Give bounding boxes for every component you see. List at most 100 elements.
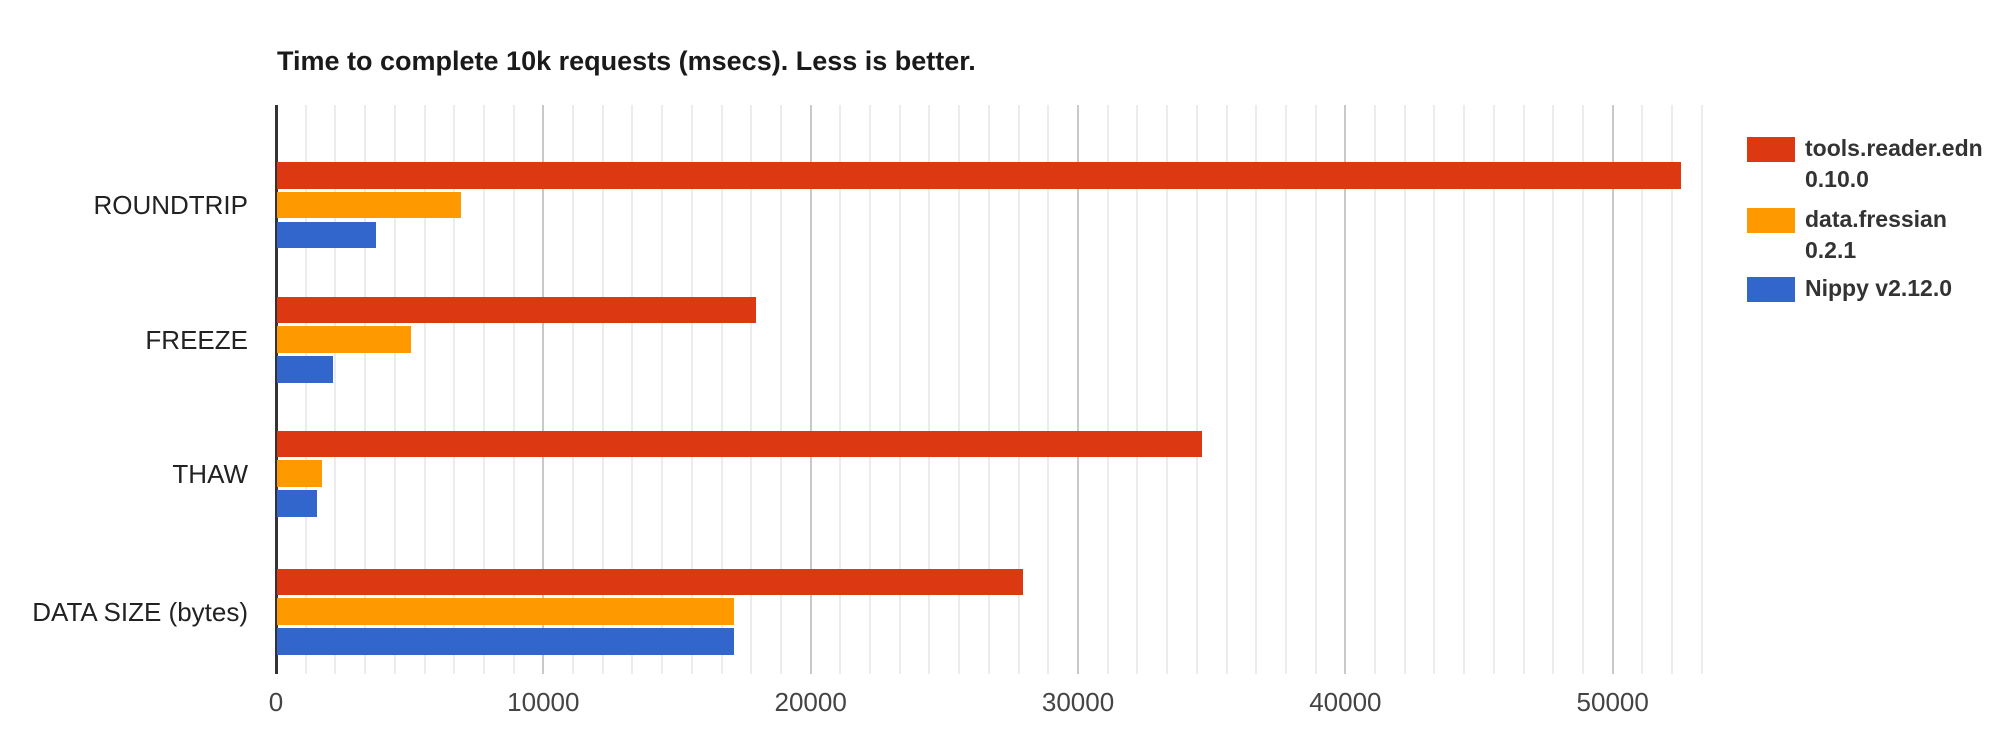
tick-mark-minor <box>482 660 485 674</box>
tick-mark-minor <box>423 660 426 674</box>
gridline-minor <box>423 105 426 660</box>
legend-swatch-data-fressian-0-2-1 <box>1747 208 1795 233</box>
legend-label-tools-reader-edn-0-10-0: tools.reader.edn 0.10.0 <box>1805 133 1983 195</box>
tick-mark-minor <box>1047 660 1050 674</box>
tick-mark-minor <box>869 660 872 674</box>
gridline-minor <box>1225 105 1228 660</box>
category-label-freeze: FREEZE <box>145 324 248 355</box>
tick-mark-minor <box>364 660 367 674</box>
tick-mark-minor <box>1492 660 1495 674</box>
gridline-minor <box>1552 105 1555 660</box>
gridline-minor <box>1671 105 1674 660</box>
legend-label-line: 0.2.1 <box>1805 237 1857 263</box>
tick-mark-minor <box>1166 660 1169 674</box>
bar-data-fressian-0-2-1-freeze[interactable] <box>277 326 411 353</box>
bar-data-fressian-0-2-1-data-size-bytes[interactable] <box>277 598 735 625</box>
tick-mark-minor <box>750 660 753 674</box>
gridline-minor <box>690 105 693 660</box>
bar-nippy-v2-12-0-data-size-bytes[interactable] <box>277 628 735 655</box>
tick-mark-minor <box>928 660 931 674</box>
bar-tools-reader-edn-0-10-0-freeze[interactable] <box>277 296 756 323</box>
tick-mark-minor <box>1225 660 1228 674</box>
tick-mark-minor <box>453 660 456 674</box>
tick-mark-minor <box>1581 660 1584 674</box>
tick-mark-major <box>809 660 812 674</box>
gridline-minor <box>720 105 723 660</box>
tick-mark-minor <box>720 660 723 674</box>
bar-nippy-v2-12-0-roundtrip[interactable] <box>277 221 376 249</box>
x-tick-label-40000: 40000 <box>1309 687 1382 717</box>
tick-mark-minor <box>572 660 575 674</box>
tick-mark-major <box>542 660 545 674</box>
legend-label-data-fressian-0-2-1: data.fressian 0.2.1 <box>1805 204 1947 266</box>
gridline-minor <box>1136 105 1139 660</box>
gridline-minor <box>898 105 901 660</box>
tick-mark-minor <box>334 660 337 674</box>
gridline-major <box>1611 105 1614 660</box>
bar-data-fressian-0-2-1-thaw[interactable] <box>277 460 323 487</box>
x-tick-label-50000: 50000 <box>1576 687 1649 717</box>
tick-mark-minor <box>1314 660 1317 674</box>
gridline-minor <box>661 105 664 660</box>
category-label-data-size-bytes: DATA SIZE (bytes) <box>32 596 248 627</box>
x-tick-label-30000: 30000 <box>1041 687 1115 717</box>
x-tick-label-20000: 20000 <box>774 687 847 717</box>
gridline-minor <box>1403 105 1406 660</box>
gridline-minor <box>1255 105 1258 660</box>
bar-data-fressian-0-2-1-roundtrip[interactable] <box>277 191 462 219</box>
tick-mark-minor <box>958 660 961 674</box>
gridline-minor <box>750 105 753 660</box>
gridline-minor <box>987 105 990 660</box>
x-tick-label-10000: 10000 <box>507 687 580 717</box>
tick-mark-minor <box>1255 660 1258 674</box>
bar-nippy-v2-12-0-freeze[interactable] <box>277 356 334 383</box>
gridline-minor <box>1641 105 1644 660</box>
gridline-minor <box>482 105 485 660</box>
legend-swatch-tools-reader-edn-0-10-0 <box>1747 137 1795 162</box>
legend-label-line: tools.reader.edn <box>1805 135 1983 161</box>
bar-tools-reader-edn-0-10-0-thaw[interactable] <box>277 430 1202 457</box>
bar-nippy-v2-12-0-thaw[interactable] <box>277 490 318 517</box>
gridline-minor <box>512 105 515 660</box>
gridline-minor <box>601 105 604 660</box>
gridline-minor <box>1047 105 1050 660</box>
bar-tools-reader-edn-0-10-0-roundtrip[interactable] <box>277 162 1681 189</box>
gridline-minor <box>1463 105 1466 660</box>
gridline-minor <box>779 105 782 660</box>
gridline-minor <box>869 105 872 660</box>
chart-title: Time to complete 10k requests (msecs). L… <box>277 46 976 76</box>
gridline-minor <box>1374 105 1377 660</box>
gridline-minor <box>393 105 396 660</box>
gridline-minor <box>334 105 337 660</box>
gridline-minor <box>958 105 961 660</box>
gridline-minor <box>453 105 456 660</box>
gridline-major <box>1077 105 1080 660</box>
tick-mark-minor <box>1463 660 1466 674</box>
bar-tools-reader-edn-0-10-0-data-size-bytes[interactable] <box>277 568 1023 595</box>
tick-mark-minor <box>601 660 604 674</box>
tick-mark-minor <box>690 660 693 674</box>
tick-mark-minor <box>1195 660 1198 674</box>
tick-mark-minor <box>661 660 664 674</box>
tick-mark-minor <box>1017 660 1020 674</box>
tick-mark-minor <box>304 660 307 674</box>
gridline-minor <box>1314 105 1317 660</box>
gridline-minor <box>1166 105 1169 660</box>
tick-mark-major <box>1344 660 1347 674</box>
legend-label-line: 0.10.0 <box>1805 166 1869 192</box>
tick-mark-minor <box>1522 660 1525 674</box>
category-label-roundtrip: ROUNDTRIP <box>93 190 248 220</box>
gridline-minor <box>1492 105 1495 660</box>
gridline-minor <box>1581 105 1584 660</box>
legend-label-line: data.fressian <box>1805 206 1947 232</box>
gridline-minor <box>364 105 367 660</box>
tick-mark-minor <box>1700 660 1703 674</box>
tick-mark-minor <box>839 660 842 674</box>
y-axis-line <box>275 105 278 674</box>
gridline-minor <box>1195 105 1198 660</box>
legend-label-nippy-v2-12-0: Nippy v2.12.0 <box>1805 273 1952 304</box>
tick-mark-minor <box>1552 660 1555 674</box>
tick-mark-major <box>1611 660 1614 674</box>
tick-mark-minor <box>512 660 515 674</box>
